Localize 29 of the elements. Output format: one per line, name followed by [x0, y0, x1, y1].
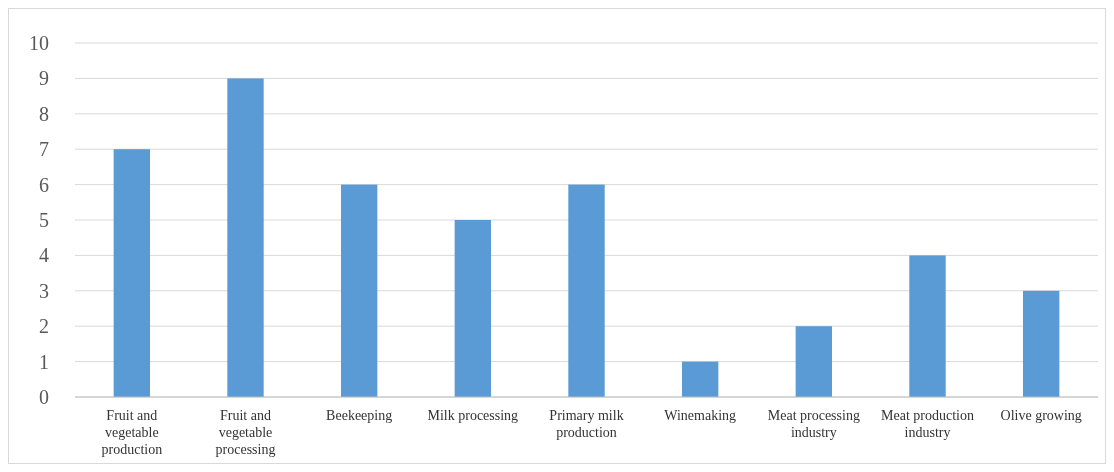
x-tick-label: Winemaking	[664, 408, 737, 423]
y-tick-label: 9	[39, 67, 49, 90]
x-tick-label: Primary milk production	[549, 408, 624, 440]
y-tick-label: 7	[39, 138, 49, 161]
y-tick-label: 5	[39, 209, 49, 231]
bar	[568, 184, 605, 397]
y-tick-label: 1	[39, 350, 49, 373]
bar	[795, 326, 833, 397]
y-tick-label: 6	[39, 173, 49, 196]
y-tick-label: 3	[39, 279, 49, 302]
bar	[909, 255, 946, 397]
bar	[681, 361, 719, 397]
x-tick-label: Meat processing industry	[767, 408, 860, 440]
y-tick-label: 4	[39, 244, 49, 267]
bar	[113, 149, 151, 397]
y-tick-label: 10	[29, 32, 49, 54]
x-tick-label: Milk processing	[427, 408, 519, 423]
bar	[1022, 290, 1060, 397]
y-tick-label: 8	[39, 102, 49, 125]
x-tick-label: Fruit and vegetable processing	[215, 408, 276, 457]
bar	[227, 78, 264, 397]
y-tick-label: 2	[39, 315, 49, 338]
y-tick-label: 0	[39, 386, 49, 408]
x-tick-label: Meat production industry	[881, 408, 974, 440]
x-tick-label: Olive growing	[1000, 408, 1082, 423]
bar	[454, 220, 492, 397]
bar	[340, 184, 378, 397]
x-tick-label: Beekeeping	[326, 408, 393, 423]
x-tick-label: Fruit and vegetable production	[101, 408, 163, 457]
